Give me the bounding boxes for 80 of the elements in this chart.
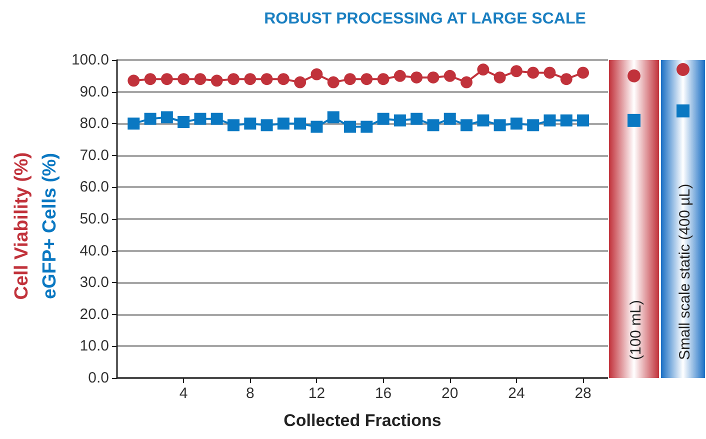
point — [377, 73, 390, 86]
point — [128, 74, 140, 87]
point — [460, 76, 473, 88]
point — [510, 118, 522, 130]
point — [228, 119, 240, 132]
point — [544, 66, 556, 79]
point — [360, 120, 373, 133]
point — [494, 71, 506, 84]
point — [510, 65, 522, 78]
point — [244, 118, 256, 130]
y-tick-label: 100.0 — [71, 52, 109, 68]
point — [560, 73, 572, 86]
y-tick-label: 60.0 — [80, 178, 109, 196]
point — [310, 68, 323, 80]
point — [344, 73, 356, 86]
y-tick-label: 30.0 — [80, 274, 109, 292]
point — [560, 114, 572, 126]
point — [427, 119, 440, 132]
text: Cell Viability (%) — [12, 152, 32, 300]
point — [444, 112, 456, 125]
point — [360, 73, 373, 86]
point — [144, 112, 156, 125]
point — [327, 111, 340, 124]
point — [178, 73, 190, 86]
point — [294, 76, 306, 88]
x-tick-label: 12 — [308, 385, 326, 402]
y-tick-label: 20.0 — [80, 306, 109, 323]
y-tick-label: 50.0 — [80, 210, 109, 228]
x-tick-label: 28 — [574, 385, 592, 402]
point — [210, 74, 223, 87]
category-label: Small scale static (400 µL) — [676, 184, 694, 360]
point — [228, 73, 240, 86]
point — [310, 120, 323, 133]
category-label: (100 mL) — [628, 300, 644, 360]
chart-title: ROBUST PROCESSING AT LARGE SCALE — [264, 10, 586, 28]
point — [394, 70, 406, 82]
point — [577, 114, 590, 126]
x-tick-label: 16 — [374, 385, 392, 402]
point — [144, 73, 156, 86]
x-tick-label: 8 — [246, 385, 254, 402]
x-axis-title: Collected Fractions — [284, 411, 442, 430]
point — [410, 71, 423, 84]
y-tick-label: 80.0 — [80, 115, 109, 132]
point — [477, 114, 490, 126]
x-tick-label: 4 — [179, 385, 188, 402]
y-tick-label: 40.0 — [80, 242, 109, 260]
point — [577, 66, 590, 79]
y-tick-label: 10.0 — [80, 338, 109, 355]
point — [427, 71, 440, 84]
point — [394, 114, 406, 126]
point — [527, 66, 540, 79]
point — [160, 111, 173, 124]
y-tick-label: 70.0 — [80, 146, 109, 164]
y-tick-label: 0.0 — [88, 370, 109, 386]
point — [178, 116, 190, 128]
point — [460, 119, 473, 132]
point — [344, 120, 356, 133]
point — [527, 119, 540, 132]
point — [194, 112, 206, 125]
x-tick-label: 20 — [442, 385, 458, 402]
point — [277, 118, 290, 130]
point — [544, 114, 556, 126]
point — [327, 76, 340, 88]
x-tick-label: 24 — [508, 385, 525, 402]
point — [377, 112, 390, 125]
point — [494, 119, 506, 132]
text: eGFP+ Cells (%) — [40, 152, 60, 300]
point — [210, 112, 223, 125]
point — [260, 119, 273, 132]
y-tick-label: 90.0 — [80, 83, 109, 100]
point — [277, 73, 290, 86]
point — [410, 112, 423, 125]
point — [477, 64, 490, 76]
point — [160, 73, 173, 86]
point — [244, 73, 256, 86]
point — [294, 118, 306, 130]
point — [444, 70, 456, 82]
point — [260, 73, 273, 86]
point — [128, 118, 140, 130]
point — [194, 73, 206, 86]
